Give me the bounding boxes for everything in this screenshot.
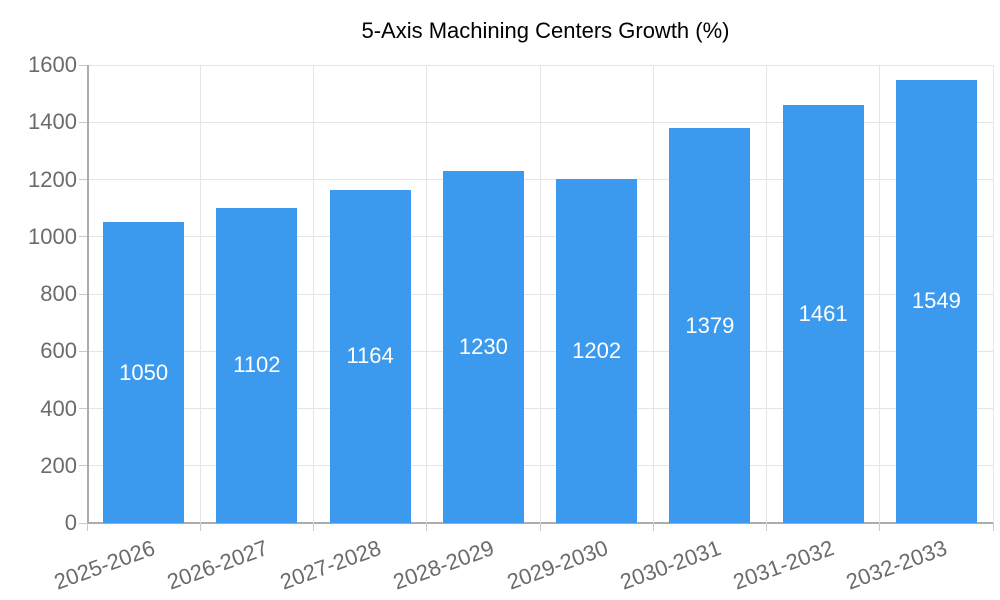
x-tick-mark	[766, 523, 767, 531]
bar-value-label: 1202	[572, 337, 622, 363]
y-tick-mark	[79, 64, 87, 66]
bar[interactable]	[782, 104, 864, 523]
bar-value-label: 1050	[119, 359, 169, 385]
bar-value-label: 1461	[798, 300, 848, 326]
x-gridline	[313, 65, 314, 523]
x-tick-mark	[652, 523, 654, 531]
y-tick-mark	[79, 350, 87, 352]
bar-value-label: 1164	[346, 343, 394, 369]
bar-value-label: 1549	[911, 288, 961, 314]
bar[interactable]	[895, 79, 977, 523]
y-tick-label: 600	[40, 338, 77, 364]
bar[interactable]	[216, 207, 298, 523]
x-gridline	[652, 65, 654, 523]
x-gridline	[86, 65, 89, 523]
y-tick-label: 200	[40, 452, 77, 478]
x-tick-mark	[992, 523, 994, 531]
x-tick-mark	[86, 523, 88, 531]
bar-value-label: 1102	[233, 352, 281, 378]
y-tick-label: 0	[64, 510, 77, 535]
x-tick-mark	[199, 523, 201, 531]
y-tick-mark	[79, 408, 87, 409]
y-tick-mark	[79, 465, 87, 467]
legend[interactable]: 5-Axis Machining Centers Growth (%)	[0, 18, 1000, 44]
x-gridline	[766, 65, 767, 523]
y-tick-mark	[79, 522, 87, 524]
x-gridline	[426, 65, 428, 523]
x-gridline	[879, 65, 881, 523]
y-tick-label: 1600	[28, 52, 77, 77]
x-tick-mark	[313, 523, 314, 531]
x-gridline	[539, 65, 541, 523]
y-tick-mark	[79, 293, 87, 295]
bar[interactable]	[329, 189, 411, 523]
y-tick-mark	[79, 179, 87, 180]
x-tick-mark	[426, 523, 428, 531]
bar[interactable]	[442, 170, 524, 523]
legend-label: 5-Axis Machining Centers Growth (%)	[361, 18, 730, 43]
bar[interactable]	[103, 222, 185, 523]
y-tick-label: 400	[40, 395, 77, 421]
bar[interactable]	[669, 128, 751, 523]
y-tick-label: 1200	[28, 166, 77, 192]
bar-value-label: 1379	[685, 312, 735, 338]
y-tick-mark	[79, 236, 87, 238]
x-gridline	[199, 65, 201, 523]
x-tick-mark	[879, 523, 881, 531]
bar[interactable]	[556, 178, 638, 523]
bar-value-label: 1230	[458, 333, 508, 359]
y-tick-label: 1400	[28, 109, 77, 135]
y-tick-mark	[79, 121, 87, 123]
y-tick-label: 800	[40, 281, 77, 306]
x-tick-mark	[539, 523, 541, 531]
y-tick-label: 1000	[28, 223, 77, 249]
x-gridline	[992, 65, 994, 523]
